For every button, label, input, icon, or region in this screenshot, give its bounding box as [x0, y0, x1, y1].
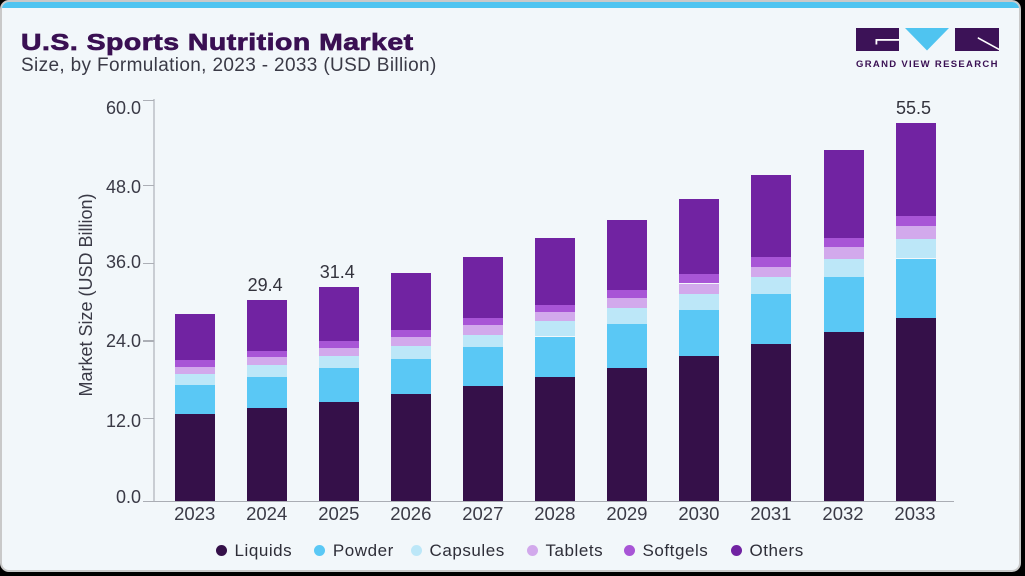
svg-text:GRAND VIEW RESEARCH: GRAND VIEW RESEARCH — [856, 59, 999, 70]
